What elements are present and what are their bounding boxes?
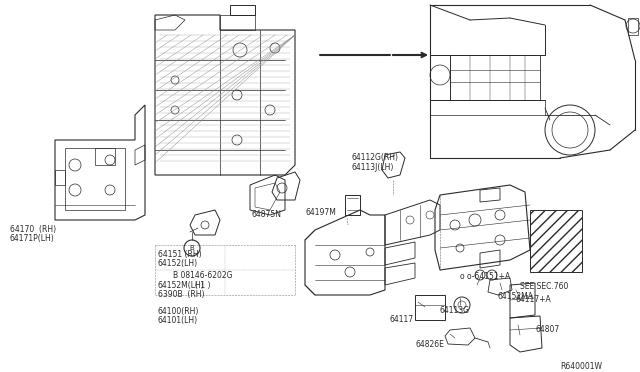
Text: 64151 (RH): 64151 (RH) [158,250,202,259]
Text: 64875N: 64875N [252,210,282,219]
Text: ( 1 ): ( 1 ) [195,281,211,290]
Text: 64152(LH): 64152(LH) [158,259,198,268]
Text: 64170  (RH): 64170 (RH) [10,225,56,234]
Text: B 08146-6202G: B 08146-6202G [173,271,232,280]
Text: 64112G(RH): 64112G(RH) [352,153,399,162]
Text: 64113G: 64113G [440,306,470,315]
Text: 64117+A: 64117+A [515,295,551,304]
Text: 64826E: 64826E [415,340,444,349]
Text: 64152M(LH): 64152M(LH) [158,281,205,290]
Text: 6390B  (RH): 6390B (RH) [158,290,205,299]
Text: B: B [189,245,195,251]
Text: o o-64151+A: o o-64151+A [460,272,510,281]
Text: 64197M: 64197M [305,208,336,217]
Text: 64101(LH): 64101(LH) [158,316,198,325]
Text: 64113J(LH): 64113J(LH) [352,163,394,172]
Text: SEE SEC.760: SEE SEC.760 [520,282,568,291]
Bar [530,210,582,272]
Text: R640001W: R640001W [560,362,602,371]
Text: 64117: 64117 [390,315,414,324]
Text: 64100(RH): 64100(RH) [158,307,200,316]
Text: 64152MA: 64152MA [498,292,534,301]
Text: 64807: 64807 [535,325,559,334]
Text: 64171P(LH): 64171P(LH) [10,234,55,243]
